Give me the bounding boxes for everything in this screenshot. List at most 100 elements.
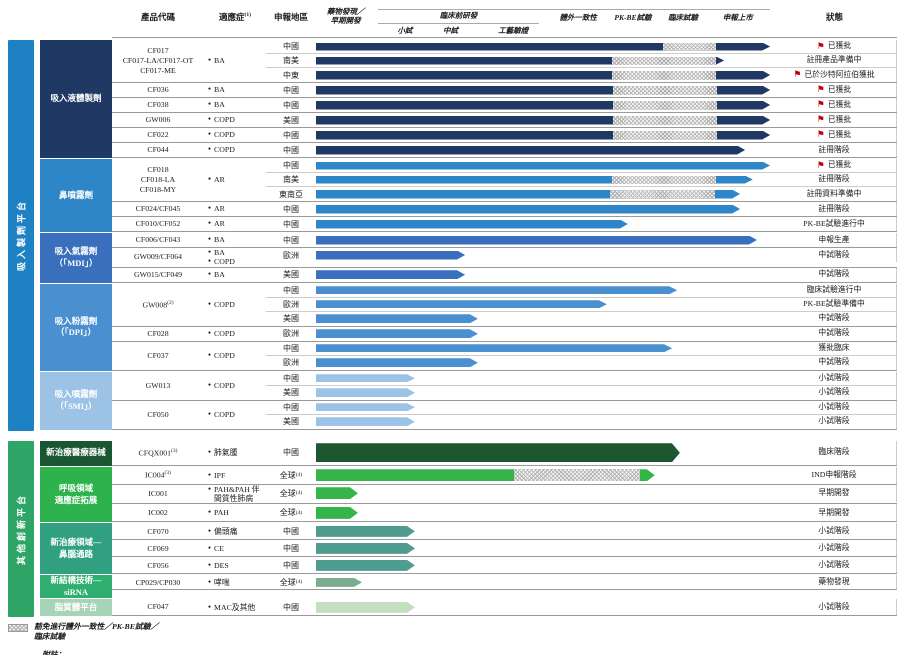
status-label: ⚑ 已獲批 — [772, 83, 897, 97]
indication-bullet-icon: ● — [208, 87, 212, 93]
filing-region: 全球 (4) — [279, 470, 303, 480]
pipeline-row: 中國 小試階段 — [266, 540, 897, 557]
category-section: 新結構技術—siRNA CP029/CP030 ● 哮喘 全球 (4) 藥物發現 — [40, 575, 897, 599]
pipeline-row: 中國 小試階段 — [266, 400, 897, 415]
status-text: 已獲批 — [827, 99, 852, 109]
status-label: PK-BE試驗進行中 — [772, 217, 897, 231]
product-code-line: CF069 — [147, 543, 169, 553]
progress-track — [316, 128, 772, 142]
indication-bullet-icon: ● — [208, 250, 212, 255]
indication: ● IPF — [204, 467, 266, 484]
progress-track — [316, 143, 772, 157]
status-text: 註冊階段 — [818, 203, 850, 213]
status-label: 小試階段 — [772, 599, 897, 616]
product-group: CP029/CP030 ● 哮喘 全球 (4) 藥物發現 — [112, 575, 897, 591]
approved-flag-icon: ⚑ — [816, 129, 825, 140]
platform-group: 吸入製劑平台 吸入液體製劑 CF017 CF017-LA/CF017-OT CF017-… — [8, 40, 897, 431]
progress-track — [316, 386, 772, 400]
product-code: CF056 — [112, 557, 204, 573]
indication: ● COPD — [204, 342, 266, 370]
status-text: 小試階段 — [818, 416, 850, 426]
progress-track — [316, 485, 772, 502]
product-code-line: CF017-ME — [140, 65, 176, 75]
product-code: GW008(2) — [112, 284, 204, 326]
stage-invitro-header: 體外一致性 — [559, 13, 597, 22]
pipeline-row: 中國 小試階段 — [266, 371, 897, 386]
status-label: ⚑ 已獲批 — [772, 40, 897, 53]
filing-region: 全球 (4) — [279, 508, 303, 518]
product-code: CFQX001(3) — [112, 441, 204, 465]
product-code-line: CF018-LA — [140, 175, 176, 185]
category-section: 新治療領域— 鼻腦通路 CF070 ● 偏頭痛 中國 小試階段 CF069 ● CE 中國 小試階段… — [40, 523, 897, 575]
pipeline-row: 中國 臨床試驗進行中 — [266, 283, 897, 298]
pipeline-row: 南美 註冊階段 — [266, 173, 897, 187]
indication-bullet-icon: ● — [208, 237, 212, 243]
indication-bullet-icon: ● — [208, 206, 212, 212]
status-label: 臨床階段 — [772, 440, 897, 465]
progress-track — [316, 557, 772, 573]
progress-track — [316, 298, 772, 311]
product-code: GW013 — [112, 372, 204, 400]
region-rows: 中國 小試階段 美國 小試階段 — [266, 371, 897, 400]
status-label: 註冊資料準備中 — [772, 187, 897, 201]
product-code-line: CF028 — [147, 328, 169, 338]
filing-region: 中國 — [283, 402, 299, 412]
indication: ● PAH — [204, 504, 266, 521]
filing-region: 中國 — [283, 145, 299, 155]
pipeline-row: 中國 ⚑ 已獲批 — [266, 40, 897, 54]
status-text: 臨床試驗進行中 — [806, 284, 862, 294]
product-group: GW009/CF064 ● BA ● COPD 歐洲 中試階段 — [112, 248, 897, 268]
product-code-line: CF017-LA/CF017-OT — [122, 56, 194, 66]
stage-process-validation-header: 工藝驗證 — [498, 26, 529, 35]
status-label: ⚑ 已獲批 — [772, 98, 897, 112]
progress-track — [316, 54, 772, 67]
status-label: 中試階段 — [772, 326, 897, 341]
progress-bar — [316, 526, 415, 537]
progress-bar — [316, 314, 478, 323]
product-group: GW006 ● COPD 美國 ⚑ 已獲批 — [112, 113, 897, 128]
indication-label: AR — [214, 204, 225, 214]
status-text: 已獲批 — [827, 160, 852, 170]
status-text: PK-BE試驗進行中 — [803, 218, 865, 228]
product-code: CF006/CF043 — [112, 233, 204, 247]
product-code-footnote: (2) — [167, 299, 174, 306]
progress-bar — [316, 388, 415, 397]
product-group: CF017 CF017-LA/CF017-OT CF017-ME ● BA 中國 ⚑ 已獲批南… — [112, 40, 897, 83]
product-code: CF036 — [112, 83, 204, 97]
product-code: CP029/CP030 — [112, 575, 204, 589]
status-label: ⚑ 已獲批 — [772, 159, 897, 172]
indication: ● 肺氣腫 — [204, 441, 266, 465]
product-code-line: IC004(3) — [145, 470, 171, 480]
progress-track — [316, 441, 772, 465]
indication-line: ● AR — [208, 204, 266, 213]
product-code: CF018 CF018-LA CF018-MY — [112, 159, 204, 201]
pipeline-row: 中國 ⚑ 已獲批 — [266, 159, 897, 173]
pipeline-row: 歐洲 中試階段 — [266, 248, 897, 262]
status-label: 申報生產 — [772, 233, 897, 247]
indication: ● 偏頭痛 — [204, 523, 266, 539]
progress-track — [316, 159, 772, 172]
filing-region: 中國 — [283, 560, 299, 570]
indication-label: AR — [214, 175, 225, 185]
product-code: IC004(3) — [112, 467, 204, 484]
status-text: 小試階段 — [818, 526, 850, 536]
progress-track — [316, 312, 772, 326]
progress-track — [316, 98, 772, 112]
progress-track — [316, 83, 772, 97]
indication-label: 偏頭痛 — [214, 526, 238, 536]
category-products: CFQX001(3) ● 肺氣腫 中國 臨床階段 — [112, 440, 897, 466]
indication: ● COPD — [204, 113, 266, 127]
product-code-line: CF006/CF043 — [135, 235, 181, 245]
stage-clinical-header: 臨床試驗 — [668, 13, 699, 22]
approved-flag-icon: ⚑ — [816, 40, 825, 51]
status-text: 已於沙特阿拉伯獲批 — [804, 69, 875, 79]
progress-track — [316, 342, 772, 355]
product-code-line: CF050 — [147, 409, 169, 419]
filing-region: 中國 — [283, 219, 299, 229]
filing-region: 歐洲 — [283, 250, 299, 260]
region-rows: 中國 小試階段 — [266, 557, 897, 574]
category-products: CF017 CF017-LA/CF017-OT CF017-ME ● BA 中國 ⚑ 已獲批南… — [112, 40, 897, 158]
category-products: CF047 ● MAC及其他 中國 小試階段 — [112, 599, 897, 617]
status-text: 早期開發 — [818, 507, 850, 517]
pipeline-row: 中國 獲批臨床 — [266, 341, 897, 356]
